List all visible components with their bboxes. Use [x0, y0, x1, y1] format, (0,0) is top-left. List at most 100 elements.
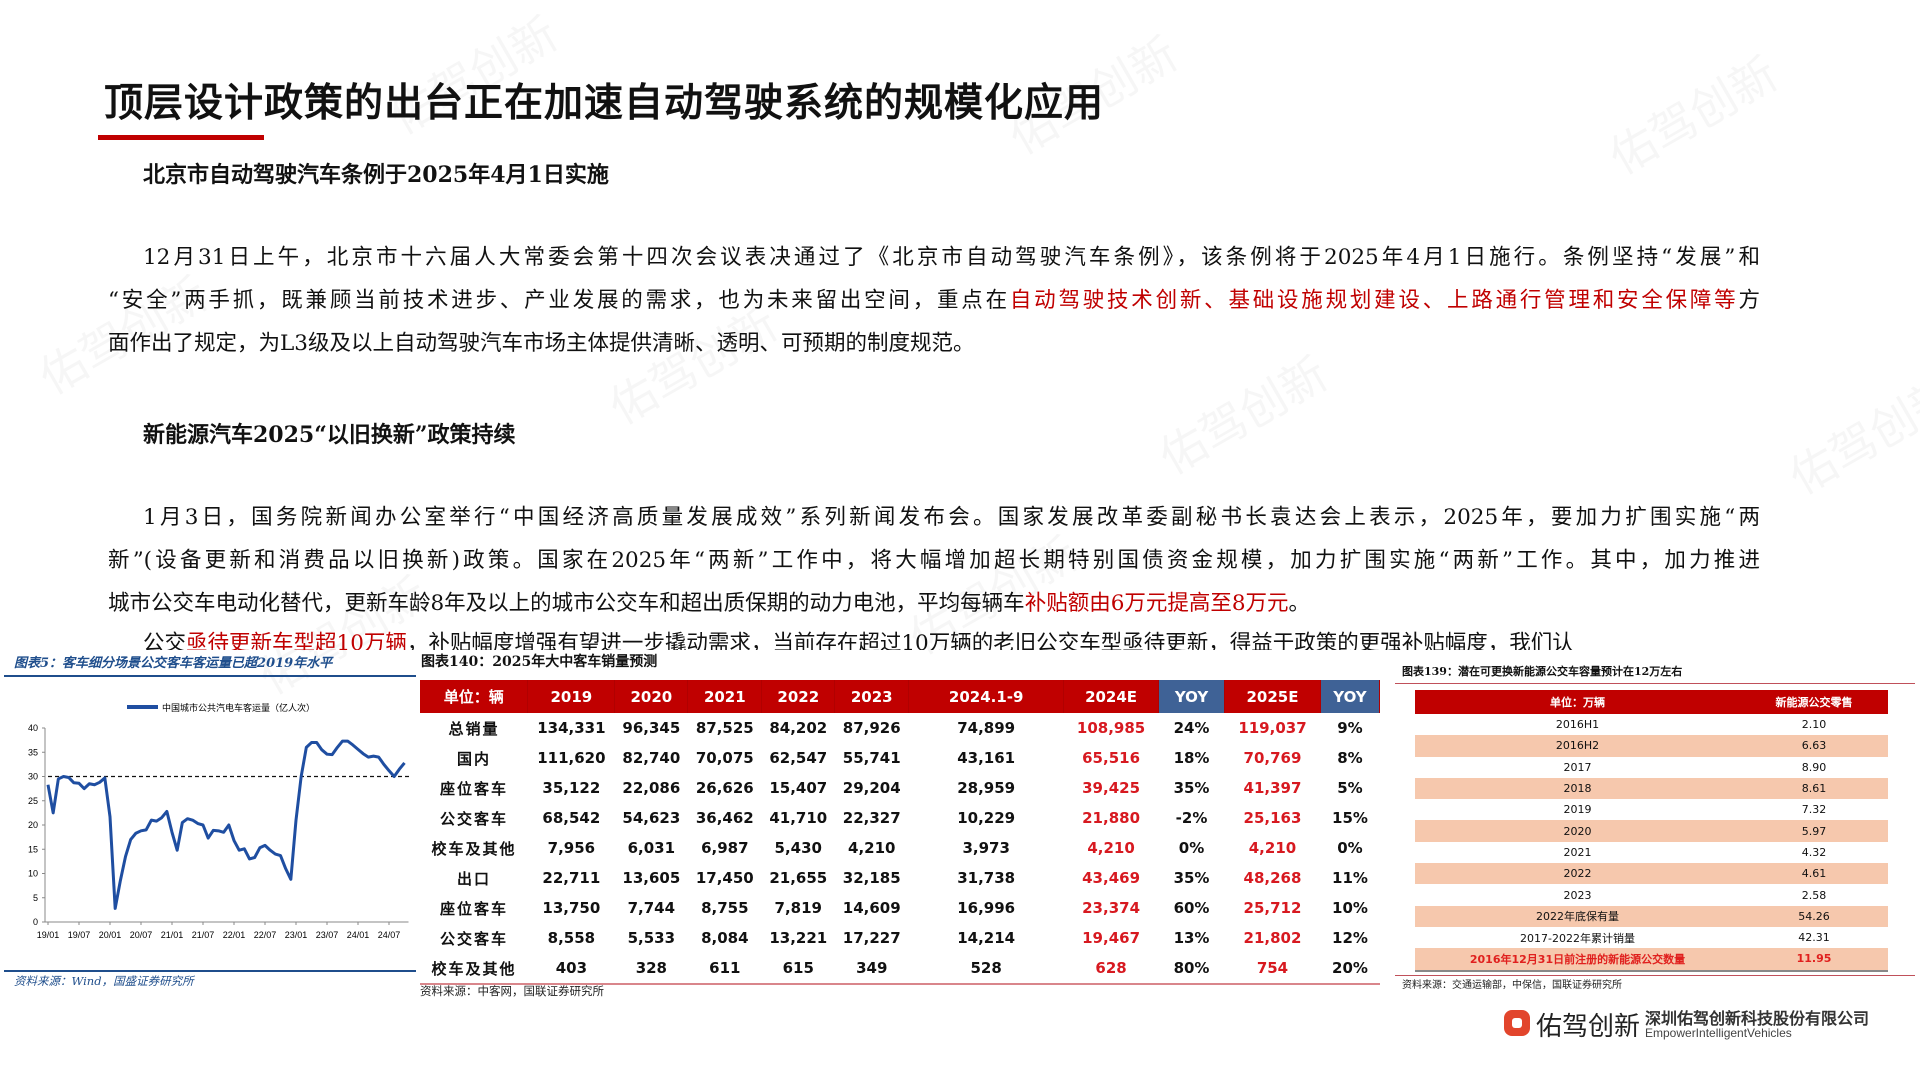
table-cell: 7.32: [1801, 803, 1827, 817]
table-row: 公交客车 8,558 5,533 8,084 13,221 17,227 14,214 19,…: [420, 923, 1380, 953]
table-cell: 628: [1063, 953, 1159, 985]
y-tick-label: 25: [28, 796, 38, 806]
table-cell: 54,623: [622, 809, 681, 827]
table-row: 座位客车 35,122 22,086 26,626 15,407 29,204 28,959…: [420, 773, 1380, 803]
text-segment: 面作出了规定，为L3级及以上自动驾驶汽车市场主体提供清晰、透明、可预期的制度规范…: [108, 331, 975, 356]
table-cell: 8%: [1337, 749, 1363, 767]
table-cell: 134,331: [537, 719, 606, 737]
row-label: 校车及其他: [420, 953, 528, 985]
title-underline: [98, 135, 264, 140]
table-cell: 5,533: [627, 929, 676, 947]
x-tick-label: 19/07: [68, 930, 91, 940]
x-tick-label: 21/07: [192, 930, 215, 940]
y-tick-label: 5: [33, 893, 38, 903]
table-row: 2022年底保有量 54.26: [1415, 905, 1888, 927]
row-label: 总销量: [448, 719, 500, 738]
row-label: 座位客车: [439, 899, 508, 918]
table-cell: 17,227: [842, 929, 901, 947]
table-row: 总销量 134,331 96,345 87,525 84,202 87,926 74,899…: [420, 713, 1380, 743]
nev-bus-table: 单位：万辆 新能源公交零售 2016H1 2.10 2016H2 6.63 2017 8.9…: [1415, 690, 1888, 972]
chart-top-rule: [4, 675, 416, 677]
chart-source: 资料来源：Wind，国盛证券研究所: [14, 974, 194, 988]
table-cell: 328: [614, 953, 688, 985]
table-cell: 65,516: [1082, 749, 1141, 767]
table-cell: 4,210: [1248, 839, 1297, 857]
table-cell: 26,626: [695, 779, 754, 797]
row-label: 公交客车: [439, 809, 508, 828]
y-tick-label: 15: [28, 844, 38, 854]
text-segment: “安全”两手抓，既兼顾当前技术进步、产业发展的需求，也为未来留出空间，重点在: [108, 288, 1010, 313]
watermark-text: 佑驾创新: [1146, 338, 1338, 487]
table-row: 2023 2.58: [1415, 884, 1888, 905]
row-label: 2023: [1563, 888, 1592, 902]
table-cell: 25,712: [1243, 899, 1302, 917]
text-segment: 。: [1288, 591, 1311, 616]
table-cell: 14,214: [957, 929, 1016, 947]
column-header: 2019: [527, 680, 616, 713]
y-tick-label: 30: [28, 772, 38, 782]
table-cell: 13,221: [769, 929, 828, 947]
line-chart: 0 5 10 15 20 25 30 35 40 19/01 19/07 20/01 20/07 21/0…: [28, 702, 411, 940]
table-cell: 41,710: [769, 809, 828, 827]
table-cell: 43,469: [1082, 869, 1141, 887]
table-row: 校车及其他 7,956 6,031 6,987 5,430 4,210 3,973 4,210…: [420, 833, 1380, 863]
table-cell: 18%: [1173, 749, 1210, 767]
column-header: 2023: [834, 680, 910, 713]
table-row: 2016H2 6.63: [1415, 735, 1888, 757]
table-cell: 349: [834, 953, 909, 985]
y-tick-label: 40: [28, 723, 38, 733]
table-cell: 7,819: [774, 899, 822, 917]
x-tick-label: 20/01: [99, 930, 122, 940]
logo-text: 佑驾创新: [1536, 1012, 1641, 1042]
table-cell: 22,086: [622, 779, 681, 797]
legend-label: 中国城市公共汽电车客运量（亿人次）: [162, 702, 315, 714]
table-cell: 35%: [1173, 779, 1210, 797]
column-header: 2024E: [1063, 680, 1160, 713]
table-cell: 7,956: [547, 839, 596, 857]
table-cell: 31,738: [957, 869, 1016, 887]
table-cell: 22,327: [842, 809, 901, 827]
text-segment: 公交: [143, 631, 187, 650]
table-cell: 0%: [1178, 839, 1205, 857]
x-tick-label: 22/07: [254, 930, 277, 940]
table-cell: 87,525: [695, 719, 754, 737]
table-cell: 82,740: [622, 749, 681, 767]
row-label: 校车及其他: [431, 839, 517, 858]
table-cell: 60%: [1173, 899, 1210, 917]
table-cell: 19,467: [1082, 929, 1141, 947]
watermark-text: 佑驾创新: [1596, 38, 1788, 187]
table-cell: 16,996: [957, 899, 1016, 917]
table-row: 2019 7.32: [1415, 799, 1888, 820]
table-cell: 4.32: [1801, 845, 1827, 859]
highlighted-text: 补贴额由6万元提高至8万元: [1024, 591, 1289, 616]
table-cell: 8.90: [1801, 760, 1827, 774]
y-tick-label: 0: [33, 917, 38, 927]
y-tick-label: 10: [28, 869, 38, 879]
table-cell: 5.97: [1740, 820, 1888, 842]
table-cell: -2%: [1175, 809, 1208, 827]
table-cell: 8,558: [547, 929, 596, 947]
table-cell: 2.10: [1801, 718, 1827, 732]
column-header: 单位：万辆: [1415, 690, 1740, 714]
paragraph-line: 城市公交车电动化替代，更新车龄8年及以上的城市公交车和超出质保期的动力电池，平均…: [108, 589, 1760, 619]
table-cell: 20%: [1320, 953, 1380, 985]
column-header: YOY: [1320, 680, 1381, 713]
table-cell: 29,204: [842, 779, 901, 797]
row-label: 座位客车: [439, 779, 508, 798]
table140-source: 资料来源：中客网，国联证券研究所: [420, 984, 604, 998]
table-cell: 403: [527, 953, 615, 985]
table-cell: 84,202: [769, 719, 828, 737]
table-row: 2020 5.97: [1415, 820, 1888, 842]
row-label: 2021: [1563, 845, 1592, 859]
row-label: 2017-2022年累计销量: [1520, 931, 1635, 945]
table-row: 2016年12月31日前注册的新能源公交数量 11.95: [1415, 948, 1888, 972]
table-cell: 32,185: [842, 869, 901, 887]
x-tick-label: 20/07: [130, 930, 153, 940]
column-header: 单位：辆: [420, 680, 529, 713]
table-cell: 6,031: [627, 839, 676, 857]
table-cell: 5%: [1337, 779, 1363, 797]
paragraph-line: 新”(设备更新和消费品以旧换新)政策。国家在2025年“两新”工作中，将大幅增加…: [108, 546, 1760, 576]
row-label: 国内: [456, 749, 491, 768]
column-header: 新能源公交零售: [1740, 690, 1888, 714]
table-cell: 119,037: [1238, 719, 1307, 737]
